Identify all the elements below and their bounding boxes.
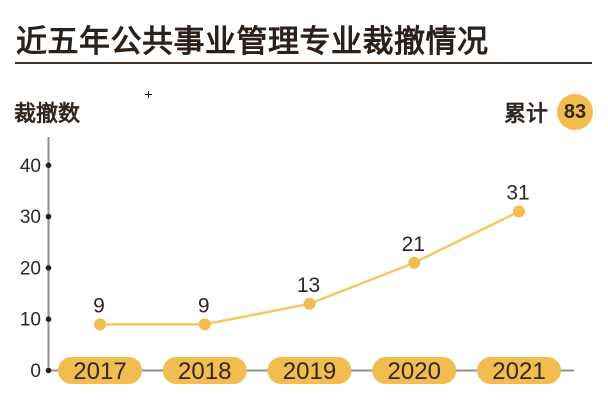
data-point-dot — [198, 318, 211, 331]
title-underline — [15, 62, 592, 64]
y-axis-title: 裁撤数 — [14, 101, 81, 126]
data-point-label: 9 — [198, 294, 210, 317]
y-tick-label: 10 — [20, 310, 41, 331]
data-point-label: 9 — [93, 294, 105, 317]
y-tick-dot — [45, 213, 52, 220]
year-pill-label: 2018 — [178, 358, 231, 385]
year-pill — [162, 357, 247, 384]
cumulative-total: 累计 83 — [504, 94, 593, 130]
year-pill-label: 2019 — [283, 358, 336, 385]
year-pill — [372, 357, 457, 384]
data-point-dot — [94, 318, 106, 331]
y-tick-label: 40 — [20, 156, 41, 177]
cursor-artifact-icon — [145, 91, 152, 98]
data-point-label: 13 — [297, 274, 320, 297]
data-point-dot — [408, 256, 421, 269]
year-pill-label: 2017 — [73, 358, 126, 385]
y-tick-dot — [45, 316, 52, 323]
page-title: 近五年公共事业管理专业裁撤情况 — [16, 24, 489, 59]
y-tick-label: 20 — [20, 258, 41, 279]
y-tick-label: 0 — [30, 361, 41, 382]
cumulative-value-badge: 83 — [557, 94, 593, 130]
y-tick-dot — [45, 265, 52, 271]
cumulative-label: 累计 — [503, 101, 548, 126]
year-pill — [267, 357, 352, 384]
y-tick-label: 30 — [20, 207, 41, 228]
data-point-dot — [513, 205, 525, 218]
data-point-dot — [303, 297, 316, 310]
year-pill — [58, 357, 142, 384]
y-tick-dot — [45, 367, 52, 374]
year-pill-label: 2021 — [492, 358, 545, 385]
year-pill — [477, 357, 561, 384]
data-point-label: 31 — [506, 181, 529, 204]
year-pill-label: 2020 — [388, 358, 441, 385]
data-point-label: 21 — [402, 233, 425, 256]
y-tick-dot — [45, 162, 52, 169]
